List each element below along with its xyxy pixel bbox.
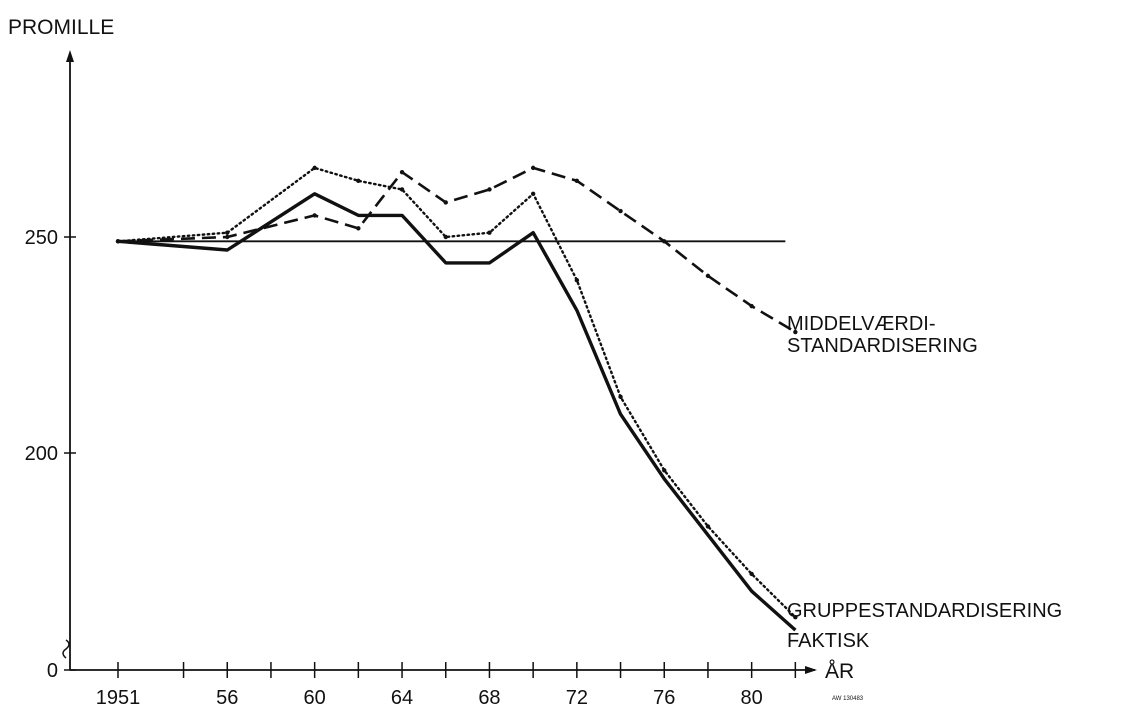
series-point (312, 165, 317, 171)
labels: 1951 56 60 64 68 72 76 80 0 200 250 PROMILLE ÅR MIDDE… (8, 16, 1062, 709)
series-label: MIDDELVÆRDI- (787, 313, 936, 335)
x-tick-label: 1951 (96, 687, 141, 709)
series-point (749, 571, 754, 577)
x-axis-arrow (805, 666, 817, 674)
axes (62, 50, 817, 678)
series-point (225, 234, 230, 240)
series-point (749, 303, 754, 309)
series-point (705, 524, 711, 529)
x-tick-label: 76 (653, 687, 675, 709)
series-point (793, 329, 798, 335)
series-point (443, 200, 448, 205)
series-point (574, 178, 580, 184)
x-axis-title: ÅR (825, 660, 854, 683)
x-tick-label: 60 (304, 687, 326, 709)
y-tick-label: 0 (47, 660, 58, 682)
series-line-solid (117, 192, 797, 632)
series-point (399, 170, 405, 175)
y-tick-label: 250 (25, 227, 58, 249)
series-point (705, 273, 711, 279)
series-point (356, 226, 361, 231)
series-label: GRUPPESTANDARDISERING (787, 600, 1062, 622)
x-tick-label: 68 (478, 687, 500, 709)
y-tick-label: 200 (25, 443, 58, 465)
series-point (399, 187, 405, 192)
y-axis-arrow (66, 50, 74, 62)
series-layer (115, 165, 798, 632)
series-point (356, 178, 361, 184)
series-point (530, 191, 536, 196)
x-tick-label: 80 (741, 687, 763, 709)
series-point (312, 213, 317, 218)
series-point (662, 468, 667, 473)
x-tick-label: 72 (566, 687, 588, 709)
series-point (618, 394, 623, 400)
series-point (530, 165, 536, 171)
series-point (618, 208, 623, 214)
series-point (487, 230, 492, 235)
series-label: FAKTISK (787, 630, 870, 652)
series-point (487, 187, 492, 192)
series-line-dashed (117, 166, 797, 334)
series-point (443, 234, 448, 240)
x-tick-label: 64 (391, 687, 413, 709)
series-point (662, 239, 667, 244)
series-label: STANDARDISERING (787, 335, 978, 357)
footnote: AW 130483 (832, 696, 864, 702)
axis-break-mark (62, 639, 70, 659)
series-point (225, 230, 230, 235)
series-point (793, 614, 798, 620)
series-line-dotted (116, 166, 797, 619)
series-point (574, 278, 580, 283)
y-axis-title: PROMILLE (8, 16, 114, 39)
x-tick-label: 56 (216, 687, 238, 709)
